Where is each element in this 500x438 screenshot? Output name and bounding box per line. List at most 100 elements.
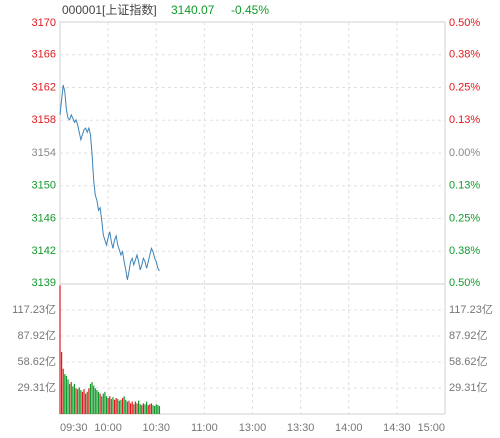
x-tick-label: 15:00: [417, 422, 445, 434]
volume-bar: [104, 391, 106, 414]
volume-bar: [69, 383, 71, 414]
y2-tick-label: 0.50%: [449, 17, 480, 29]
x-tick-label: 13:00: [239, 422, 267, 434]
y2-tick-label: 117.23亿: [449, 303, 493, 316]
volume-bar: [112, 397, 114, 414]
volume-bar: [64, 374, 66, 414]
volume-bar: [93, 385, 95, 414]
y-tick-label: 58.62亿: [17, 355, 56, 368]
volume-bar: [65, 375, 68, 414]
volume-bar: [142, 403, 145, 414]
y-tick-label: 29.31亿: [17, 381, 56, 394]
volume-bar: [83, 389, 85, 414]
volume-bar: [99, 393, 101, 414]
volume-bar: [121, 398, 124, 414]
volume-bar: [97, 391, 100, 414]
volume-bar: [70, 382, 72, 414]
y2-tick-label: 0.50%: [449, 277, 480, 289]
volume-bar: [146, 401, 148, 414]
volume-bar: [73, 383, 76, 414]
volume-bar: [138, 400, 140, 414]
y-tick-label: 3158: [32, 114, 56, 126]
index-code: 000001[上证指数]: [62, 2, 157, 17]
y-tick-label: 3166: [32, 49, 56, 61]
y2-tick-label: 0.13%: [449, 114, 480, 126]
volume-bar: [102, 393, 104, 414]
volume-bar: [117, 398, 119, 414]
x-tick-label: 13:30: [287, 422, 315, 434]
y2-tick-label: 0.25%: [449, 81, 480, 93]
volume-bar: [113, 399, 116, 414]
y-tick-label: 117.23亿: [12, 303, 56, 316]
volume-bar: [129, 403, 132, 414]
volume-bar: [101, 396, 103, 414]
volume-bar: [72, 386, 74, 414]
x-tick-label: 11:00: [191, 422, 218, 434]
volume-bar: [85, 393, 87, 414]
x-tick-label: 14:00: [335, 422, 363, 434]
y2-tick-label: 0.38%: [449, 245, 480, 257]
volume-bar: [107, 398, 109, 414]
volume-bar: [120, 399, 122, 414]
volume-bar: [77, 389, 79, 414]
y2-tick-label: 0.00%: [449, 147, 480, 159]
y2-tick-label: 0.25%: [449, 212, 480, 224]
volume-bar: [126, 401, 128, 414]
y2-tick-label: 29.31亿: [449, 381, 488, 394]
volume-bar: [59, 285, 61, 414]
y-tick-label: 3146: [32, 212, 56, 224]
volume-bar: [144, 404, 146, 414]
volume-bar: [62, 368, 64, 414]
index-price: 3140.07: [171, 3, 215, 17]
y-tick-label: 3154: [32, 147, 56, 159]
x-tick-label: 10:00: [94, 422, 122, 434]
y2-tick-label: 0.13%: [449, 180, 480, 192]
volume-bar: [125, 399, 127, 414]
volume-bar: [136, 403, 138, 414]
index-change: -0.45%: [231, 3, 269, 17]
volume-bar: [128, 400, 130, 414]
y2-tick-label: 87.92亿: [449, 329, 488, 342]
volume-bar: [154, 406, 156, 414]
volume-bar: [88, 388, 90, 414]
volume-bar: [110, 398, 112, 414]
volume-bar: [131, 401, 133, 414]
volume-bar: [141, 405, 143, 414]
volume-bar: [67, 379, 69, 414]
y-tick-label: 3170: [32, 17, 56, 29]
volume-bar: [158, 406, 161, 414]
volume-bar: [118, 400, 120, 414]
volume-bar: [109, 396, 111, 414]
volume-bar: [123, 396, 125, 414]
y2-tick-label: 58.62亿: [449, 355, 488, 368]
volume-bar: [139, 404, 141, 414]
volume-bar: [96, 390, 98, 414]
volume-bar: [86, 391, 88, 414]
volume-bar: [133, 404, 135, 414]
x-tick-label: 14:30: [383, 422, 411, 434]
y2-tick-label: 0.38%: [449, 49, 480, 61]
price-line: [59, 84, 160, 280]
volume-bar: [80, 390, 82, 414]
y-tick-label: 3162: [32, 81, 56, 93]
y-tick-label: 3139: [32, 277, 56, 289]
volume-bar: [61, 351, 63, 414]
volume-bar: [75, 388, 77, 414]
volume-bar: [157, 405, 159, 414]
volume-bar: [134, 401, 136, 414]
volume-bar: [89, 383, 92, 414]
x-tick-label: 10:30: [142, 422, 170, 434]
y-tick-label: 3150: [32, 180, 56, 192]
volume-bar: [115, 398, 117, 414]
volume-bar: [152, 405, 154, 414]
volume-bar: [94, 388, 96, 414]
volume-bar: [105, 396, 108, 414]
volume-bar: [150, 403, 153, 414]
volume-bar: [147, 405, 149, 414]
y-tick-label: 3142: [32, 245, 56, 257]
y-tick-label: 87.92亿: [17, 329, 56, 342]
volume-bar: [81, 391, 84, 414]
volume-bar: [78, 387, 80, 414]
volume-bar: [91, 382, 93, 414]
